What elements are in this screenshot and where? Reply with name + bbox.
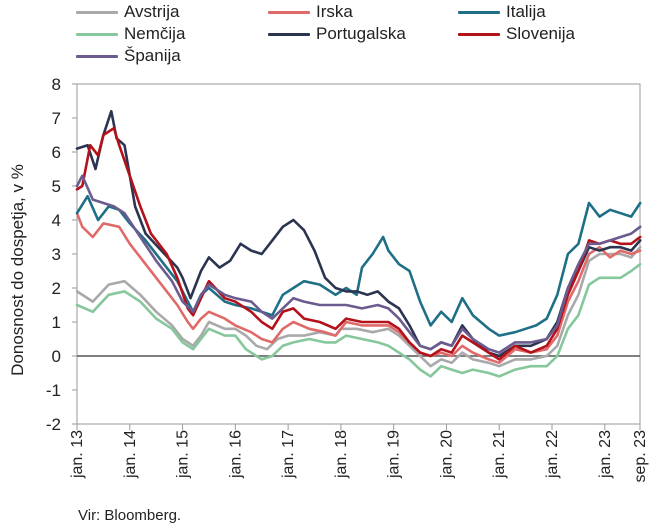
legend-item-italija: Italija <box>458 2 546 22</box>
legend-item-avstrija: Avstrija <box>76 2 179 22</box>
legend-swatch <box>458 10 500 14</box>
legend-swatch <box>458 32 500 36</box>
series-line-portugalska <box>75 109 642 358</box>
y-tick-label: -1 <box>46 381 61 400</box>
y-tick-label: 1 <box>52 313 61 332</box>
source-note: Vir: Bloomberg. <box>78 507 182 524</box>
series-line-irska <box>75 211 642 365</box>
y-tick-label: 4 <box>52 211 61 230</box>
legend-swatch <box>76 54 118 58</box>
x-tick-label: jan. 19 <box>386 430 403 479</box>
x-tick-label: jan. 22 <box>544 430 561 479</box>
y-tick-label: 2 <box>52 279 61 298</box>
y-tick-label: 6 <box>52 143 61 162</box>
legend-swatch <box>76 10 118 14</box>
x-tick-label: jan. 21 <box>491 430 508 479</box>
legend-item-nemcija: Nemčija <box>76 24 185 44</box>
legend-label: Portugalska <box>316 24 406 43</box>
y-tick-label: 7 <box>52 109 61 128</box>
x-tick-label: jan. 18 <box>333 430 350 479</box>
legend-item-spanija: Španija <box>76 46 181 66</box>
y-tick-label: 0 <box>52 347 61 366</box>
legend-label: Španija <box>124 46 181 65</box>
y-tick-label: 5 <box>52 177 61 196</box>
y-tick-label: 3 <box>52 245 61 264</box>
y-tick-label: 8 <box>52 75 61 94</box>
legend-swatch <box>268 10 310 14</box>
legend-swatch <box>76 32 118 36</box>
legend-label: Nemčija <box>124 24 186 43</box>
legend-label: Italija <box>506 2 546 21</box>
x-tick-label: sep. 23 <box>632 430 649 483</box>
x-tick-label: jan. 16 <box>227 430 244 479</box>
plot-frame <box>76 83 641 425</box>
legend-label: Slovenija <box>506 24 575 43</box>
series-line-avstrija <box>75 245 642 368</box>
x-tick-label: jan. 20 <box>438 430 455 479</box>
legend-item-irska: Irska <box>268 2 353 22</box>
x-tick-label: jan. 13 <box>69 430 86 479</box>
series-line-nemija <box>75 262 642 378</box>
legend-swatch <box>268 32 310 36</box>
legend-label: Irska <box>316 2 353 21</box>
y-tick-label: -2 <box>46 415 61 434</box>
legend-item-portugalska: Portugalska <box>268 24 406 44</box>
x-tick-label: jan. 23 <box>597 430 614 479</box>
x-tick-label: jan. 14 <box>122 430 139 479</box>
series-line-panija <box>75 174 642 354</box>
legend-item-slovenija: Slovenija <box>458 24 575 44</box>
legend-label: Avstrija <box>124 2 180 21</box>
x-tick-label: jan. 17 <box>280 430 297 479</box>
x-tick-label: jan. 15 <box>175 430 192 479</box>
series-line-slovenija <box>75 126 642 361</box>
